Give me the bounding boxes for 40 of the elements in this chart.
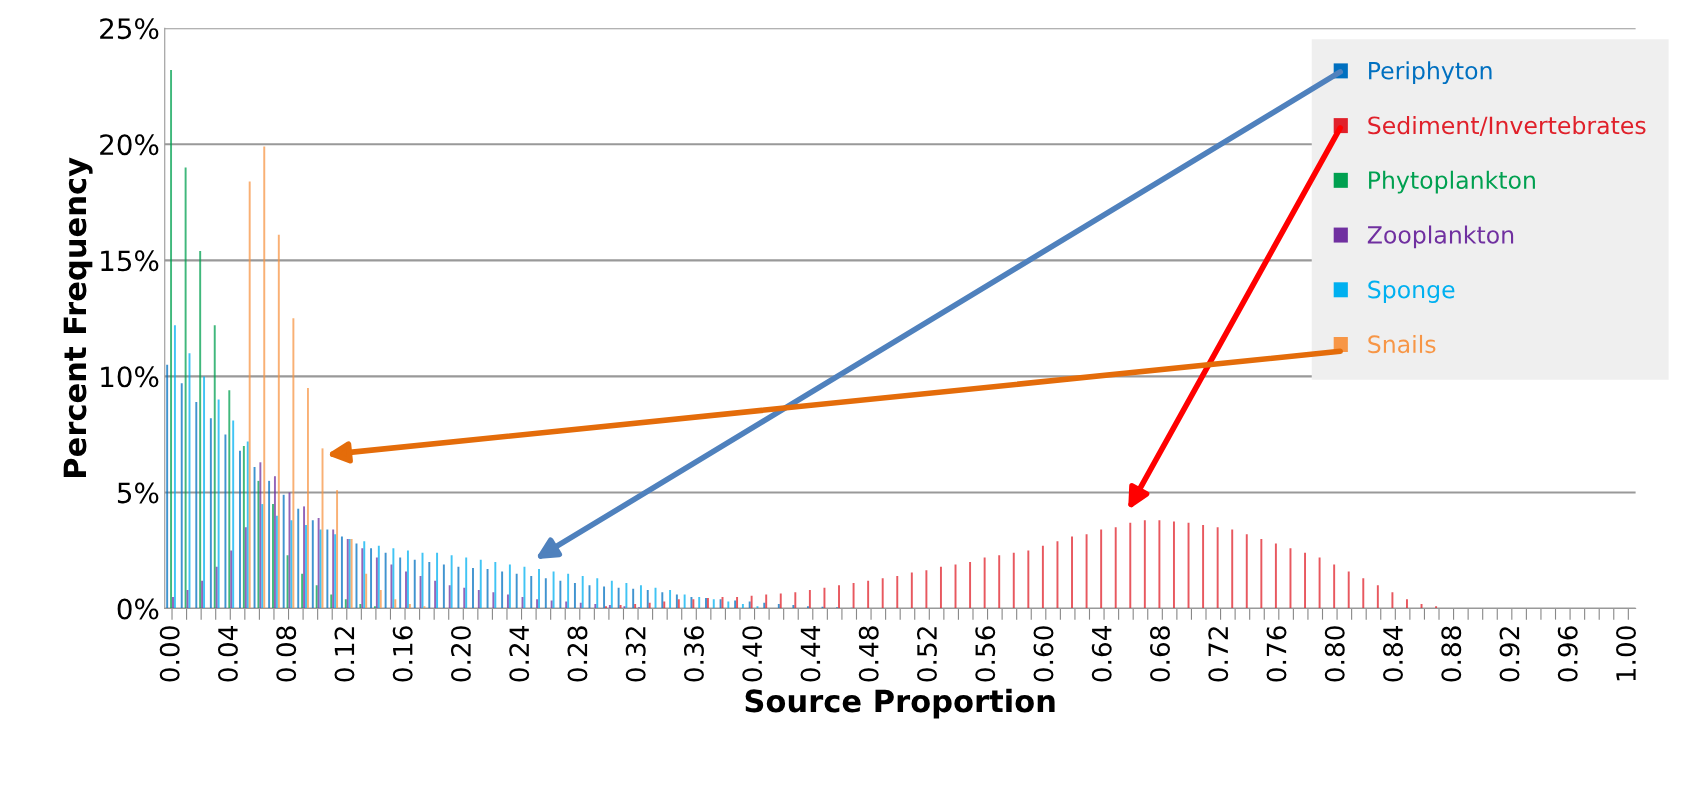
x-tick-label: 0.40 bbox=[742, 626, 763, 682]
x-tick-label: 0.80 bbox=[1324, 626, 1345, 682]
x-tick-label: 0.68 bbox=[1150, 626, 1170, 682]
legend-label: Sponge bbox=[1368, 280, 1455, 304]
x-tick-label: 0.04 bbox=[217, 625, 238, 682]
y-tick-label: 5% bbox=[117, 482, 159, 504]
x-tick-label: 0.64 bbox=[1091, 625, 1112, 682]
x-tick-label: 0.36 bbox=[683, 626, 704, 682]
x-tick-label: 0.72 bbox=[1208, 627, 1229, 682]
x-tick-label: 0.20 bbox=[450, 626, 471, 682]
x-tick-label: 0.92 bbox=[1499, 627, 1520, 682]
legend-label: Zooplankton bbox=[1367, 225, 1514, 249]
legend-label: Snails bbox=[1368, 334, 1436, 354]
y-tick-label: 15% bbox=[101, 250, 159, 272]
x-tick-label: 0.84 bbox=[1383, 625, 1403, 682]
x-tick-label: 1.00 bbox=[1616, 626, 1636, 681]
y-tick-label: 10% bbox=[101, 366, 159, 388]
y-tick-label: 20% bbox=[100, 134, 159, 156]
x-tick-label: 0.16 bbox=[392, 626, 413, 682]
y-axis-title: Percent Frequency bbox=[63, 157, 93, 477]
x-tick-label: 0.00 bbox=[159, 626, 180, 682]
y-tick-label: 25% bbox=[100, 18, 159, 40]
x-tick-label: 0.60 bbox=[1033, 626, 1054, 682]
x-tick-label: 0.48 bbox=[858, 626, 879, 682]
x-tick-label: 0.56 bbox=[975, 626, 996, 682]
x-axis-title: Source Proportion bbox=[745, 688, 1055, 719]
legend-label: Sediment/Invertebrates bbox=[1368, 115, 1646, 137]
x-tick-label: 0.12 bbox=[334, 627, 355, 682]
x-tick-label: 0.88 bbox=[1441, 626, 1462, 682]
x-tick-label: 0.44 bbox=[800, 625, 821, 682]
x-tick-label: 0.96 bbox=[1557, 626, 1578, 682]
x-tick-label: 0.76 bbox=[1266, 626, 1287, 682]
x-tick-label: 0.28 bbox=[567, 626, 588, 682]
y-tick-label: 0% bbox=[117, 598, 159, 620]
legend-label: Periphyton bbox=[1369, 61, 1492, 85]
legend-label: Phytoplankton bbox=[1369, 170, 1535, 194]
x-tick-label: 0.32 bbox=[625, 627, 646, 682]
x-tick-label: 0.24 bbox=[509, 625, 530, 682]
x-tick-label: 0.08 bbox=[276, 626, 297, 682]
x-tick-label: 0.52 bbox=[917, 627, 937, 682]
